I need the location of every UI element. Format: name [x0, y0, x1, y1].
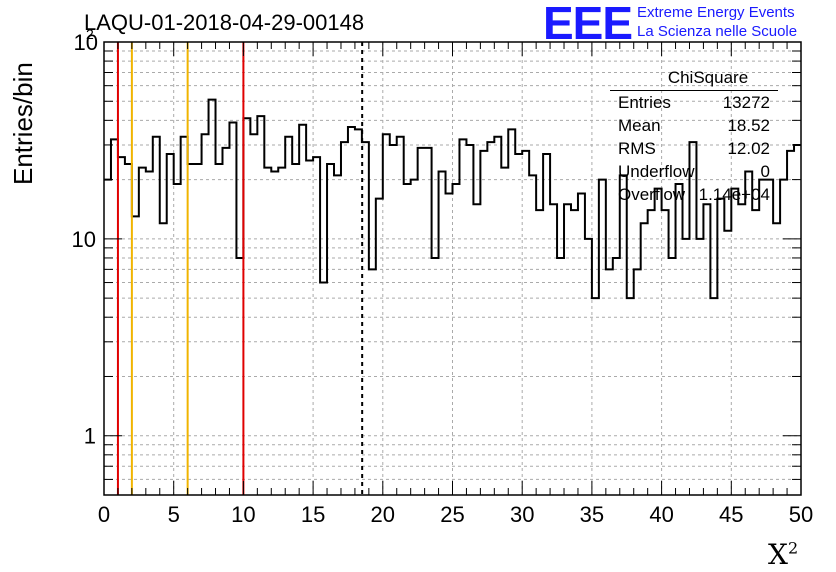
stats-key: Overflow: [618, 185, 686, 204]
stats-row-underflow: Underflow 0: [618, 162, 770, 184]
eee-logo: EEE: [543, 0, 633, 49]
x-tick-label: 10: [231, 502, 255, 527]
x-tick-label: 5: [168, 502, 180, 527]
stats-key: Entries: [618, 93, 671, 112]
stats-key: Underflow: [618, 162, 695, 181]
x-tick-label: 15: [301, 502, 325, 527]
y-tick-label: 10: [72, 227, 96, 252]
stats-row-mean: Mean 18.52: [618, 116, 770, 138]
stats-key: Mean: [618, 116, 661, 135]
x-tick-label: 50: [789, 502, 813, 527]
stats-value: 0: [760, 162, 770, 181]
stats-value: 13272: [722, 93, 770, 112]
x-tick-label: 20: [371, 502, 395, 527]
stats-row-rms: RMS 12.02: [618, 139, 770, 161]
stats-row-entries: Entries 13272: [618, 93, 770, 115]
x-tick-label: 45: [719, 502, 743, 527]
y-tick-label-exponent: 2: [86, 26, 94, 42]
x-tick-label: 35: [580, 502, 604, 527]
stats-box-title: ChiSquare: [667, 68, 749, 87]
logo-line-2: La Scienza nelle Scuole: [637, 23, 798, 40]
y-tick-label: 10: [74, 30, 98, 55]
stats-value: 18.52: [727, 116, 770, 135]
logo-line-1: Extreme Energy Events: [637, 4, 795, 21]
x-tick-label: 40: [649, 502, 673, 527]
stats-value: 12.02: [727, 139, 770, 158]
stats-value: 1.14e+04: [698, 185, 770, 204]
stats-box-divider: [610, 90, 778, 91]
y-tick-label: 1: [84, 424, 96, 449]
stats-box: ChiSquare Entries 13272 Mean 18.52 RMS 1…: [610, 68, 780, 208]
stats-row-overflow: Overflow 1.14e+04: [618, 185, 770, 207]
x-tick-label: 25: [440, 502, 464, 527]
plot-title: LAQU-01-2018-04-29-00148: [84, 10, 365, 35]
stats-key: RMS: [618, 139, 656, 158]
histogram-series: [104, 98, 801, 300]
y-axis-label: Entries/bin: [8, 62, 38, 185]
x-tick-label: 30: [510, 502, 534, 527]
x-tick-label: 0: [98, 502, 110, 527]
x-axis-label: X2: [768, 538, 799, 571]
